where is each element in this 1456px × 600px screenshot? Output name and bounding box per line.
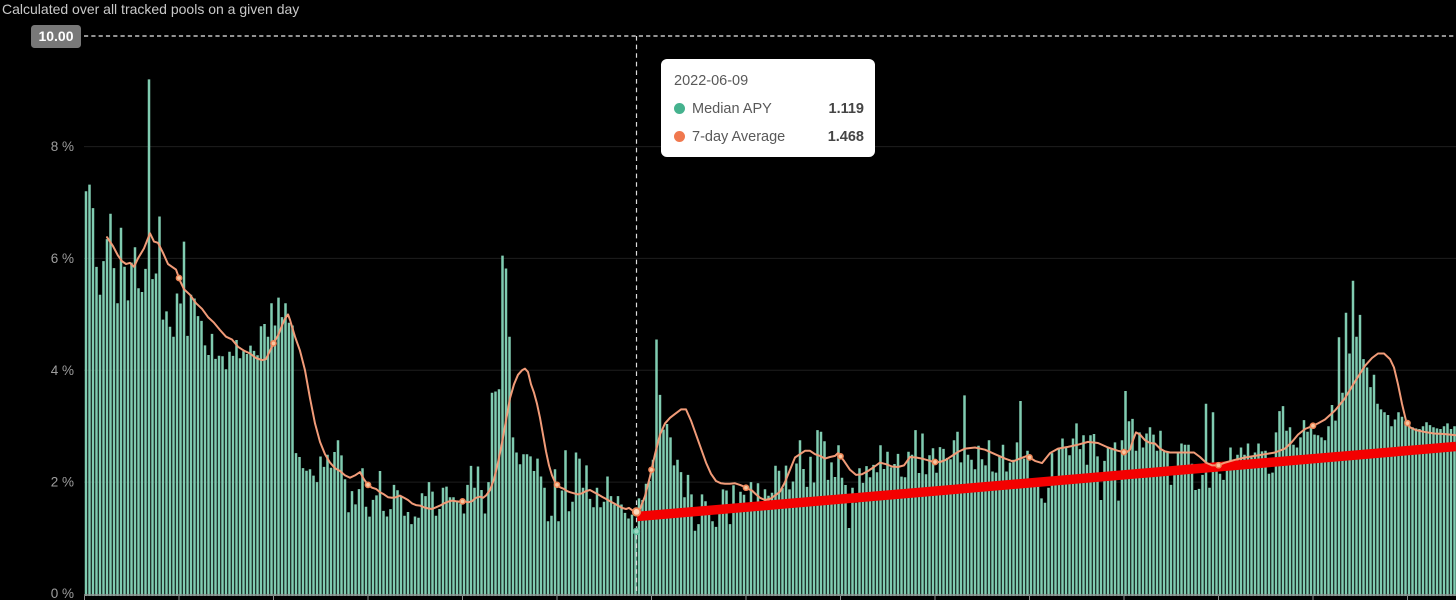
svg-text:2 %: 2 % [51,475,74,490]
svg-text:1.468: 1.468 [828,129,864,145]
svg-text:8 %: 8 % [51,139,74,154]
svg-text:7-day Average: 7-day Average [692,129,785,145]
svg-text:1.119: 1.119 [829,101,865,117]
svg-text:10.00: 10.00 [38,28,73,44]
svg-text:Calculated over all tracked po: Calculated over all tracked pools on a g… [2,1,299,17]
svg-text:4 %: 4 % [51,363,74,378]
svg-text:0 %: 0 % [51,586,74,600]
svg-text:6 %: 6 % [51,251,74,266]
svg-text:Median APY: Median APY [692,101,772,117]
svg-text:2022-06-09: 2022-06-09 [674,73,748,89]
